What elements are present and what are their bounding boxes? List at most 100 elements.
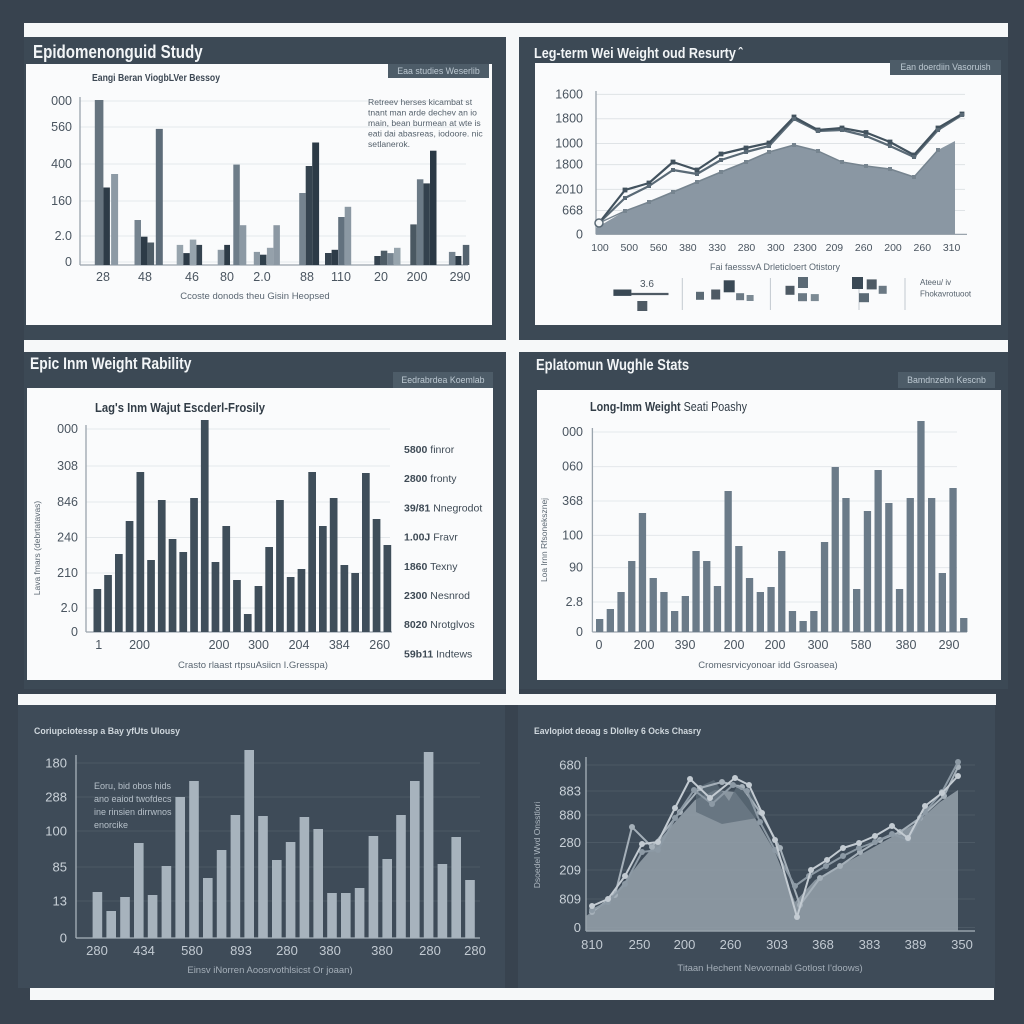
- svg-text:39/81 Nnegrodot: 39/81 Nnegrodot: [404, 502, 482, 514]
- svg-text:809: 809: [559, 892, 581, 907]
- svg-text:Cromesrvicyonoar idd Gsroasea): Cromesrvicyonoar idd Gsroasea): [698, 660, 837, 671]
- svg-text:Long-Imm Weight Seati Poashy: Long-Imm Weight Seati Poashy: [590, 400, 748, 414]
- svg-text:2300 Nesnrod: 2300 Nesnrod: [404, 590, 470, 602]
- svg-text:100: 100: [591, 242, 609, 254]
- svg-text:280: 280: [276, 943, 298, 958]
- svg-text:2.0: 2.0: [253, 270, 270, 284]
- svg-text:setlanerok.: setlanerok.: [368, 139, 410, 149]
- svg-text:Dsoedel Wvd Onsstlori: Dsoedel Wvd Onsstlori: [532, 802, 542, 889]
- svg-text:280: 280: [419, 943, 441, 958]
- svg-text:384: 384: [329, 638, 350, 652]
- svg-text:0: 0: [574, 920, 581, 935]
- svg-text:300: 300: [808, 638, 829, 652]
- svg-text:5800 finror: 5800 finror: [404, 444, 455, 456]
- svg-text:883: 883: [559, 784, 581, 799]
- svg-text:288: 288: [45, 790, 67, 805]
- svg-text:0: 0: [576, 625, 583, 639]
- svg-text:90: 90: [569, 561, 583, 575]
- svg-text:88: 88: [300, 270, 314, 284]
- svg-text:250: 250: [629, 937, 651, 952]
- svg-text:enorcike: enorcike: [94, 820, 128, 830]
- svg-text:80: 80: [220, 270, 234, 284]
- svg-text:Fai faesssvA Drleticloert Otis: Fai faesssvA Drleticloert Otistory: [710, 262, 841, 272]
- svg-text:Lag's Inm Wajut Escderl-Frosil: Lag's Inm Wajut Escderl-Frosily: [95, 401, 265, 415]
- svg-text:13: 13: [53, 894, 67, 909]
- svg-text:2.0: 2.0: [55, 229, 72, 243]
- svg-text:668: 668: [562, 204, 583, 218]
- svg-text:3.6: 3.6: [640, 279, 654, 290]
- svg-text:260: 260: [720, 937, 742, 952]
- svg-text:500: 500: [621, 242, 639, 254]
- svg-text:310: 310: [943, 242, 961, 254]
- svg-text:200: 200: [209, 638, 230, 652]
- svg-text:368: 368: [562, 494, 583, 508]
- svg-text:846: 846: [57, 495, 78, 509]
- svg-text:48: 48: [138, 270, 152, 284]
- svg-text:280: 280: [464, 943, 486, 958]
- svg-text:100: 100: [45, 824, 67, 839]
- svg-text:330: 330: [708, 242, 726, 254]
- svg-text:100: 100: [562, 528, 583, 542]
- svg-text:ano eaiod twofdecs: ano eaiod twofdecs: [94, 794, 172, 804]
- svg-text:680: 680: [559, 758, 581, 773]
- svg-text:380: 380: [371, 943, 393, 958]
- svg-text:Ccoste donods theu Gisin Heops: Ccoste donods theu Gisin Heopsed: [180, 291, 329, 302]
- svg-text:390: 390: [675, 638, 696, 652]
- svg-text:210: 210: [57, 566, 78, 580]
- svg-text:eati dai abasreas, iodoore. ni: eati dai abasreas, iodoore. nic: [368, 129, 483, 139]
- svg-text:260: 260: [914, 242, 932, 254]
- svg-text:200: 200: [765, 638, 786, 652]
- svg-text:290: 290: [450, 270, 471, 284]
- svg-text:2800 fronty: 2800 fronty: [404, 473, 457, 485]
- svg-text:Loa lrnn Rfsoneksznej: Loa lrnn Rfsoneksznej: [539, 498, 549, 582]
- svg-text:Crasto rlaast rtpsuAsiicn I.Gr: Crasto rlaast rtpsuAsiicn I.Gresspa): [178, 660, 328, 671]
- svg-text:209: 209: [559, 863, 581, 878]
- svg-text:Eangi Beran ViogbLVer Bessoy: Eangi Beran ViogbLVer Bessoy: [92, 73, 220, 84]
- svg-text:380: 380: [319, 943, 341, 958]
- svg-text:209: 209: [826, 242, 844, 254]
- svg-text:0: 0: [65, 255, 72, 269]
- svg-text:Coriupciotessp a Bay yfUts Ulo: Coriupciotessp a Bay yfUts Ulousy: [34, 726, 181, 737]
- svg-text:350: 350: [951, 937, 973, 952]
- svg-text:810: 810: [581, 937, 603, 952]
- svg-text:2300: 2300: [793, 242, 817, 254]
- svg-text:Fhokavrotuoot: Fhokavrotuoot: [920, 289, 972, 298]
- svg-text:200: 200: [724, 638, 745, 652]
- svg-text:000: 000: [57, 422, 78, 436]
- svg-text:0: 0: [60, 931, 67, 946]
- svg-text:Retreev herses kicambat st: Retreev herses kicambat st: [368, 97, 473, 107]
- svg-text:240: 240: [57, 531, 78, 545]
- svg-text:110: 110: [331, 270, 351, 284]
- svg-text:560: 560: [650, 242, 668, 254]
- svg-text:1.00J Fravr: 1.00J Fravr: [404, 532, 458, 544]
- svg-text:280: 280: [738, 242, 756, 254]
- svg-text:ine rinsien dirrwnos: ine rinsien dirrwnos: [94, 807, 172, 817]
- svg-text:400: 400: [51, 157, 72, 171]
- svg-text:290: 290: [939, 638, 960, 652]
- svg-text:1800: 1800: [555, 112, 583, 126]
- svg-text:Lava fmars (debrtatavas): Lava fmars (debrtatavas): [32, 501, 42, 596]
- svg-text:Titaan Hechent Nevvornabl Gotl: Titaan Hechent Nevvornabl Gotlost I'doow…: [677, 963, 862, 974]
- svg-text:380: 380: [896, 638, 917, 652]
- svg-text:46: 46: [185, 270, 199, 284]
- svg-text:1860 Texny: 1860 Texny: [404, 561, 458, 573]
- svg-text:000: 000: [51, 94, 72, 108]
- svg-text:20: 20: [374, 270, 388, 284]
- svg-text:280: 280: [559, 835, 581, 850]
- svg-text:200: 200: [407, 270, 428, 284]
- svg-text:580: 580: [851, 638, 872, 652]
- svg-text:300: 300: [767, 242, 785, 254]
- svg-text:2010: 2010: [555, 182, 583, 196]
- svg-text:383: 383: [859, 937, 881, 952]
- svg-text:Eoru, bid obos hids: Eoru, bid obos hids: [94, 781, 172, 791]
- svg-text:1000: 1000: [555, 137, 583, 151]
- svg-text:260: 260: [855, 242, 873, 254]
- svg-text:308: 308: [57, 459, 78, 473]
- svg-text:0: 0: [596, 638, 603, 652]
- svg-text:28: 28: [96, 270, 110, 284]
- svg-text:85: 85: [53, 860, 67, 875]
- svg-text:303: 303: [766, 937, 788, 952]
- svg-text:560: 560: [51, 120, 72, 134]
- svg-text:180: 180: [45, 756, 67, 771]
- svg-text:59b11 Indtews: 59b11 Indtews: [404, 648, 472, 660]
